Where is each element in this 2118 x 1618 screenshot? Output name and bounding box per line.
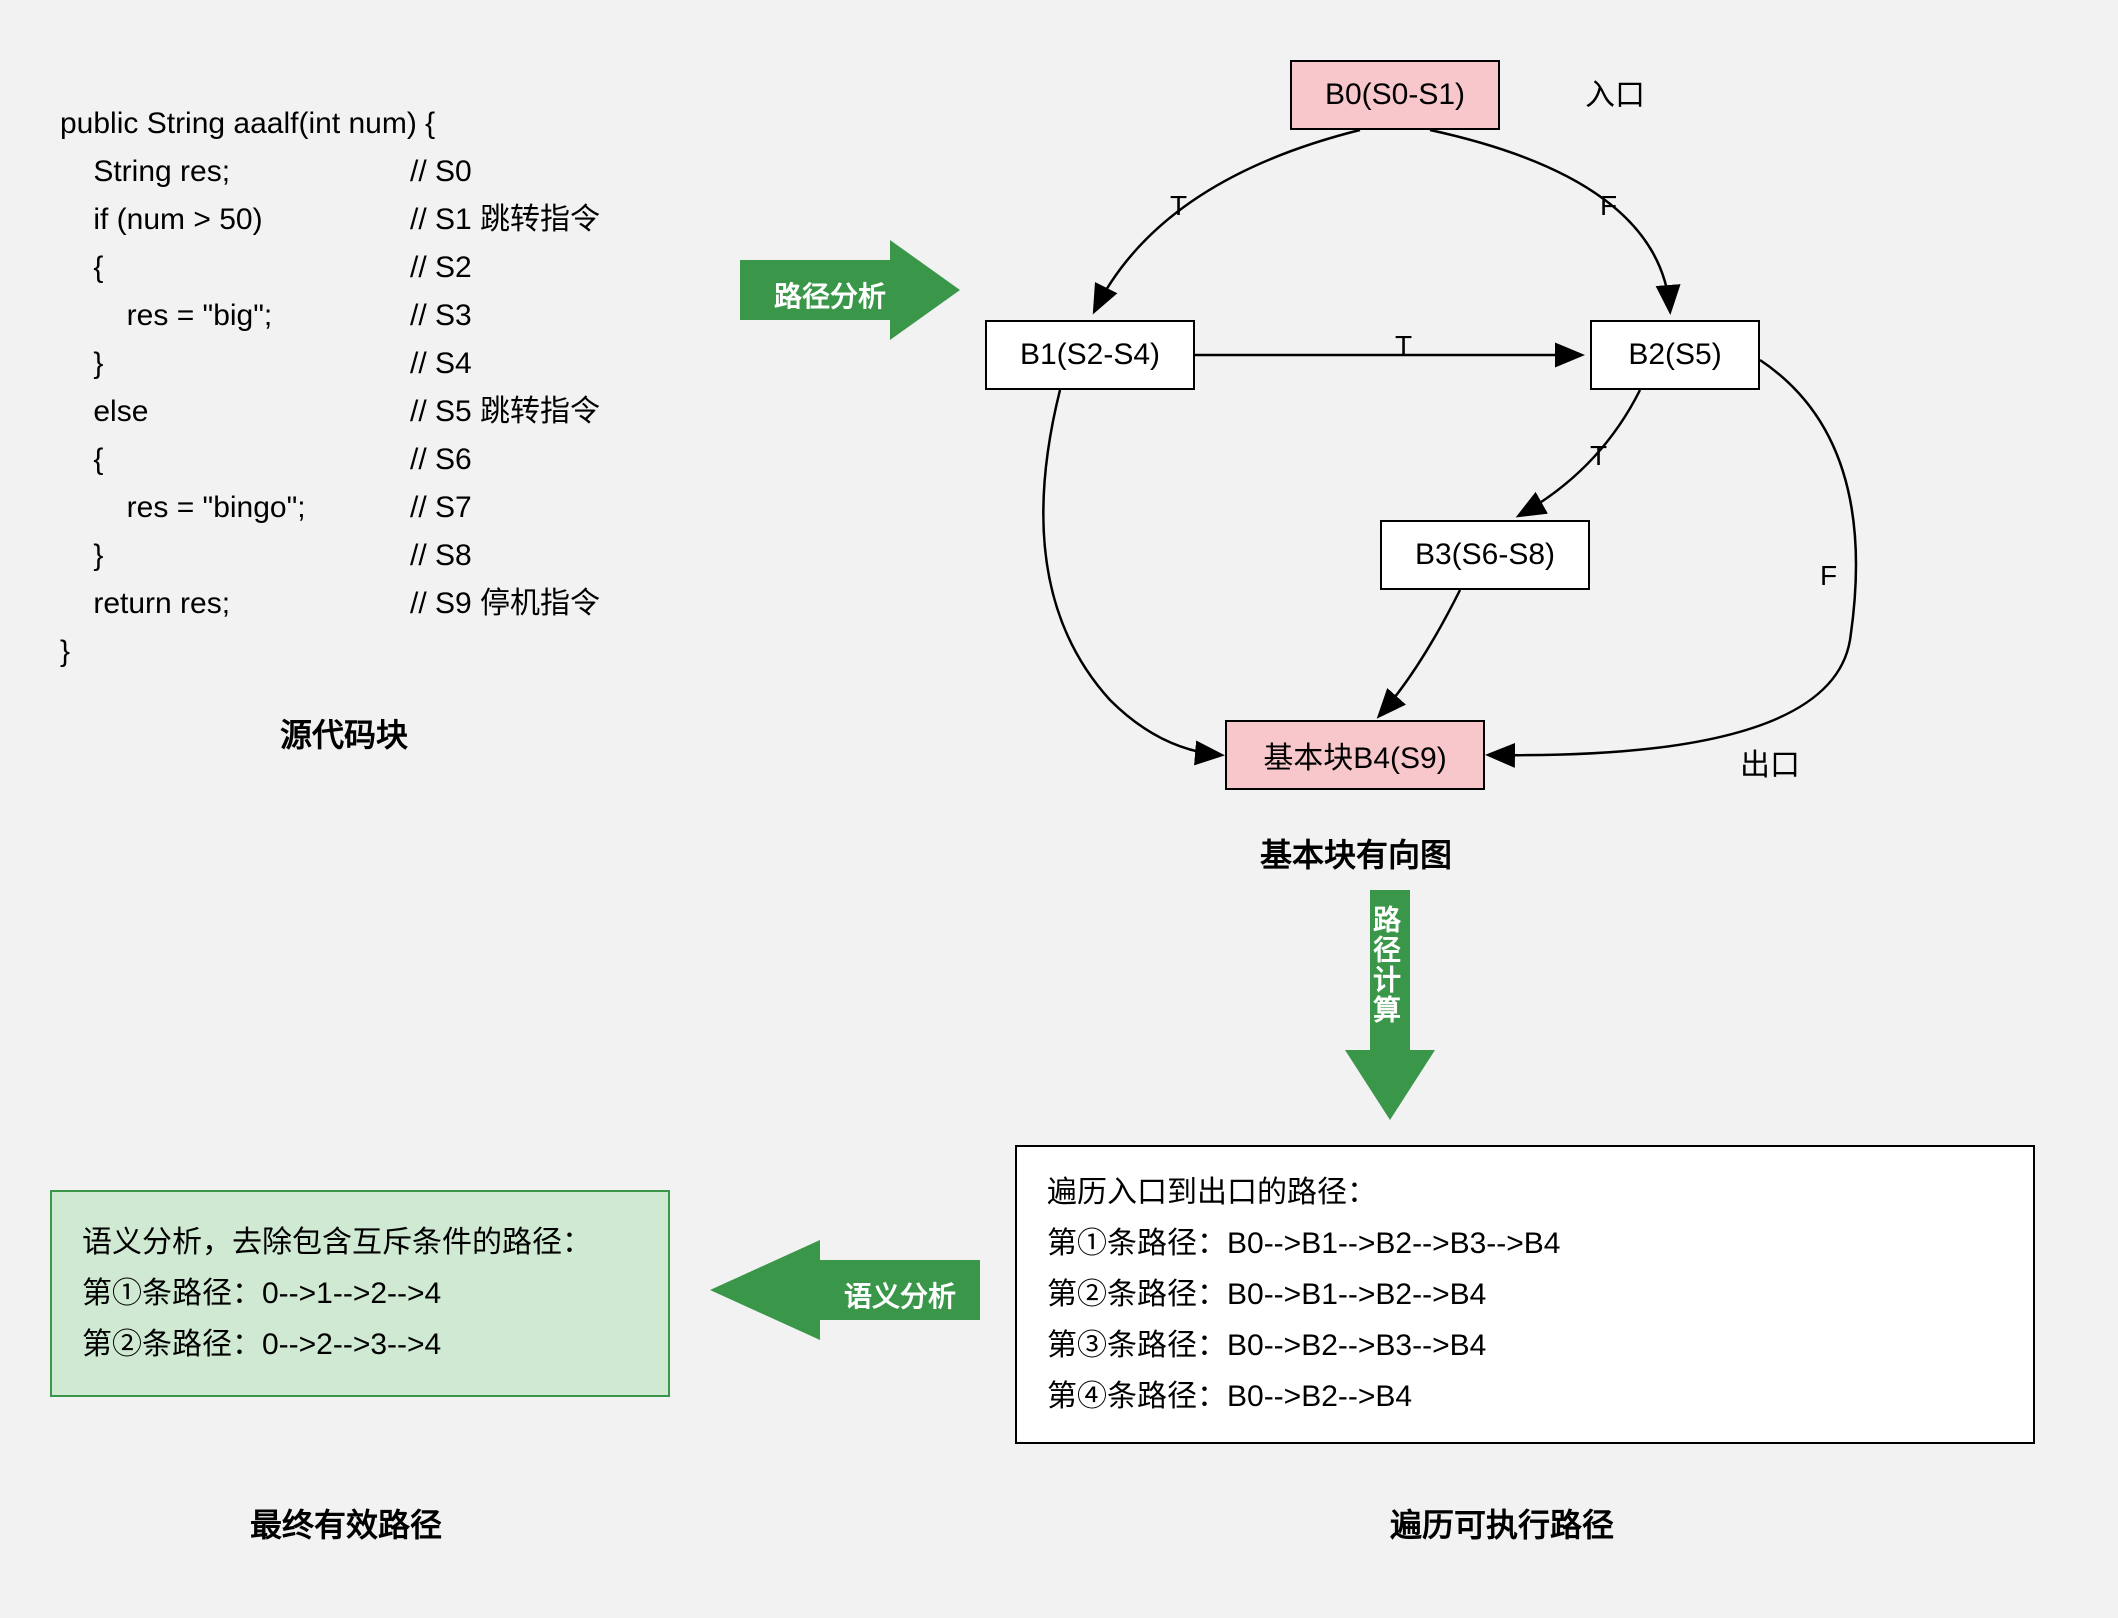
result-box: 语义分析，去除包含互斥条件的路径： 第①条路径：0-->1-->2-->4 第②… [50,1190,670,1397]
path-analysis-label: 路径分析 [760,275,900,315]
node-b3: B3(S6-S8) [1380,520,1590,590]
result-section-title: 最终有效路径 [250,1500,442,1546]
semantic-analysis-label: 语义分析 [830,1275,970,1315]
paths-enumeration-box: 遍历入口到出口的路径： 第①条路径：B0-->B1-->B2-->B3-->B4… [1015,1145,2035,1444]
paths-title: 遍历入口到出口的路径： [1047,1167,2003,1218]
code-line: String res;// S0 [60,148,600,196]
code-line: }// S4 [60,340,600,388]
path-item-2: 第②条路径：B0-->B1-->B2-->B4 [1047,1269,2003,1320]
exit-label: 出口 [1740,740,1800,784]
node-b2: B2(S5) [1590,320,1760,390]
edge-b1-b2-t: T [1395,330,1412,362]
paths-section-title: 遍历可执行路径 [1390,1500,1614,1546]
node-b0: B0(S0-S1) [1290,60,1500,130]
code-line: }// S8 [60,532,600,580]
edge-b2-b3-t: T [1590,440,1607,472]
result-item-2: 第②条路径：0-->2-->3-->4 [82,1319,638,1370]
code-line: res = "bingo";// S7 [60,484,600,532]
edge-b2-b4-f: F [1820,560,1837,592]
flowchart-title: 基本块有向图 [1260,830,1452,876]
path-item-4: 第④条路径：B0-->B2-->B4 [1047,1371,2003,1422]
result-item-1: 第①条路径：0-->1-->2-->4 [82,1268,638,1319]
node-b1: B1(S2-S4) [985,320,1195,390]
path-item-1: 第①条路径：B0-->B1-->B2-->B3-->B4 [1047,1218,2003,1269]
entry-label: 入口 [1585,70,1645,114]
code-line: res = "big";// S3 [60,292,600,340]
edge-b0-b1-t: T [1170,190,1187,222]
source-code-block: public String aaalf(int num) { String re… [60,100,600,676]
source-code-title: 源代码块 [280,710,408,756]
code-line: {// S6 [60,436,600,484]
code-line: if (num > 50)// S1 跳转指令 [60,196,600,244]
flowchart-edges [960,40,2080,940]
path-compute-label: 路径计算 [1375,905,1405,1025]
result-title: 语义分析，去除包含互斥条件的路径： [82,1217,638,1268]
code-line: public String aaalf(int num) { [60,100,600,148]
code-line: {// S2 [60,244,600,292]
code-line: } [60,628,600,676]
node-b4: 基本块B4(S9) [1225,720,1485,790]
code-line: else// S5 跳转指令 [60,388,600,436]
code-line: return res;// S9 停机指令 [60,580,600,628]
edge-b0-b2-f: F [1600,190,1617,222]
path-item-3: 第③条路径：B0-->B2-->B3-->B4 [1047,1320,2003,1371]
